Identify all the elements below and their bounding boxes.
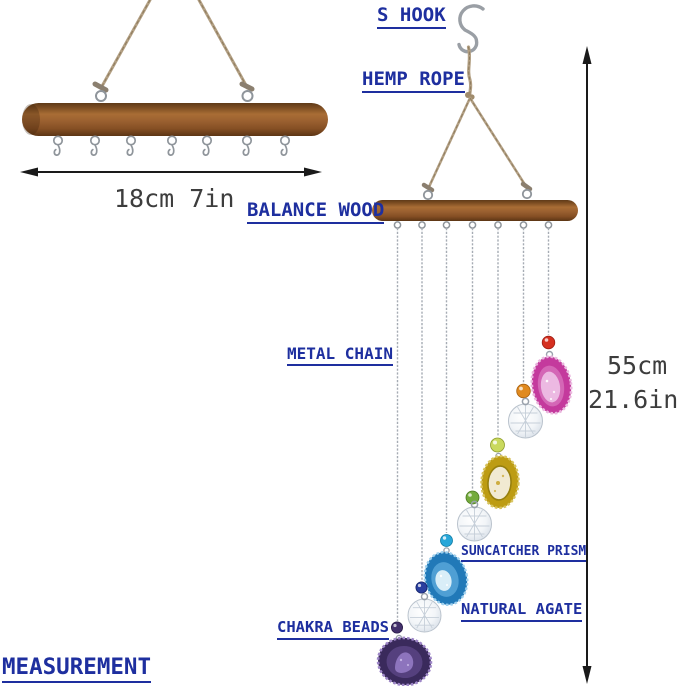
chakra-bead-peridot-icon [490,437,505,453]
bar-width-dimension: 18cm 7in [114,184,235,213]
chain-ring-row-icon [393,221,553,229]
wind-chime-assembly [372,4,592,686]
balance-wood-label: BALANCE WOOD [247,201,385,224]
eyelet-ring-icon [521,188,533,200]
pendant-pink-agate [530,335,573,415]
suncatcher-prism-label: SUNCATCHER PRISM [461,545,587,562]
eyelet-ring-icon [241,90,254,102]
width-dimension-arrow [20,167,322,177]
s-hook-label: S HOOK [377,6,446,29]
left-bar-assembly [20,0,328,177]
height-dimension-cm: 55cm [607,351,668,380]
hook-row-icon [52,135,291,156]
height-dimension-arrow [582,46,592,684]
measurement-title: MEASUREMENT [2,656,152,683]
chakra-bead-dark-blue-icon [415,581,428,594]
chakra-bead-red-icon [541,335,556,350]
pendant-yellow-agate [480,437,520,510]
balance-wood-bar [372,200,578,221]
height-dimension-in: 21.6in [588,385,679,414]
chakra-beads-label: CHAKRA BEADS [277,619,389,640]
eyelet-ring-icon [95,90,107,102]
bar-end-shadow [22,104,40,135]
pendant-purple-agate [376,621,433,686]
chakra-bead-orange-icon [516,383,531,399]
hemp-rope-left-icon [92,0,255,93]
hemp-rope-label: HEMP ROPE [362,70,465,93]
pendant-crystal-ball [407,581,442,633]
chakra-bead-cyan-icon [440,534,453,547]
natural-agate-label: NATURAL AGATE [461,601,583,622]
s-hook-icon [457,4,485,54]
pendant-blue-agate [423,534,469,606]
pendant-crystal-ball [507,383,544,439]
metal-chain-icon [396,228,550,621]
eyelet-ring-icon [422,189,434,201]
suncatcher-prism-ball-icon [456,500,493,542]
metal-chain-label: METAL CHAIN [287,346,393,366]
hemp-rope-icon [421,45,533,193]
pendant-crystal-ball [456,490,493,542]
chakra-bead-dark-purple-icon [390,621,403,634]
balance-wood-bar [22,103,328,136]
